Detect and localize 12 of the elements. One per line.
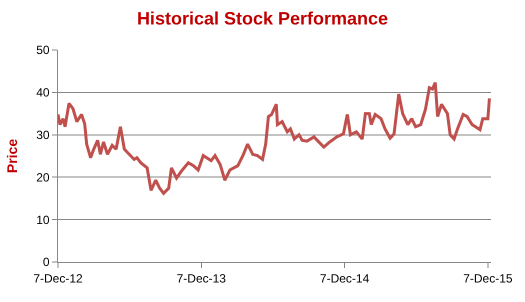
y-tick-label: 0 [42,255,50,270]
chart-title: Historical Stock Performance [136,8,388,29]
x-tick-label: 7-Dec-15 [463,271,513,286]
y-tick-label: 30 [36,128,50,142]
x-tick-label: 7-Dec-13 [176,271,226,286]
x-tick-label: 7-Dec-14 [320,271,370,286]
y-tick-label: 10 [36,212,50,227]
y-tick-label: 40 [36,86,50,100]
x-tick-label: 7-Dec-12 [33,271,83,286]
y-tick-label: 20 [36,170,50,184]
y-axis-title: Price [4,138,20,174]
y-tick-label: 50 [36,43,50,58]
